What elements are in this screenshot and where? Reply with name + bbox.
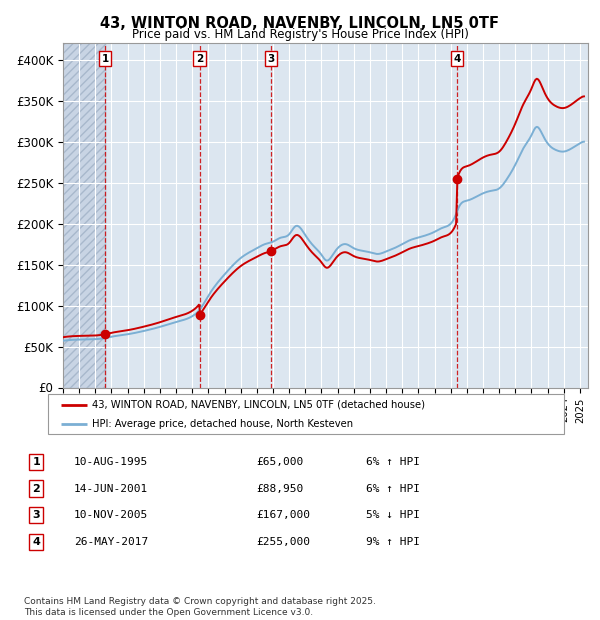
Text: 43, WINTON ROAD, NAVENBY, LINCOLN, LN5 0TF (detached house): 43, WINTON ROAD, NAVENBY, LINCOLN, LN5 0… (92, 400, 425, 410)
Bar (63, 43, 106, 388)
Text: 3: 3 (267, 54, 274, 64)
Text: £167,000: £167,000 (256, 510, 310, 520)
Text: 4: 4 (454, 54, 461, 64)
Text: 2: 2 (196, 54, 203, 64)
Bar (63, 43, 106, 388)
Text: 6% ↑ HPI: 6% ↑ HPI (366, 457, 420, 467)
Text: 6% ↑ HPI: 6% ↑ HPI (366, 484, 420, 494)
Text: 26-MAY-2017: 26-MAY-2017 (74, 537, 148, 547)
Text: 43, WINTON ROAD, NAVENBY, LINCOLN, LN5 0TF: 43, WINTON ROAD, NAVENBY, LINCOLN, LN5 0… (101, 16, 499, 31)
Text: Price paid vs. HM Land Registry's House Price Index (HPI): Price paid vs. HM Land Registry's House … (131, 28, 469, 41)
Text: 1: 1 (101, 54, 109, 64)
Text: 3: 3 (32, 510, 40, 520)
Text: HPI: Average price, detached house, North Kesteven: HPI: Average price, detached house, Nort… (92, 419, 353, 429)
Text: 4: 4 (32, 537, 40, 547)
Text: 10-NOV-2005: 10-NOV-2005 (74, 510, 148, 520)
Text: 9% ↑ HPI: 9% ↑ HPI (366, 537, 420, 547)
Text: £88,950: £88,950 (256, 484, 303, 494)
Text: 2: 2 (32, 484, 40, 494)
Text: 14-JUN-2001: 14-JUN-2001 (74, 484, 148, 494)
Text: 5% ↓ HPI: 5% ↓ HPI (366, 510, 420, 520)
Text: 1: 1 (32, 457, 40, 467)
FancyBboxPatch shape (48, 394, 564, 434)
Text: £255,000: £255,000 (256, 537, 310, 547)
Text: Contains HM Land Registry data © Crown copyright and database right 2025.
This d: Contains HM Land Registry data © Crown c… (24, 598, 376, 617)
Text: 10-AUG-1995: 10-AUG-1995 (74, 457, 148, 467)
Text: £65,000: £65,000 (256, 457, 303, 467)
